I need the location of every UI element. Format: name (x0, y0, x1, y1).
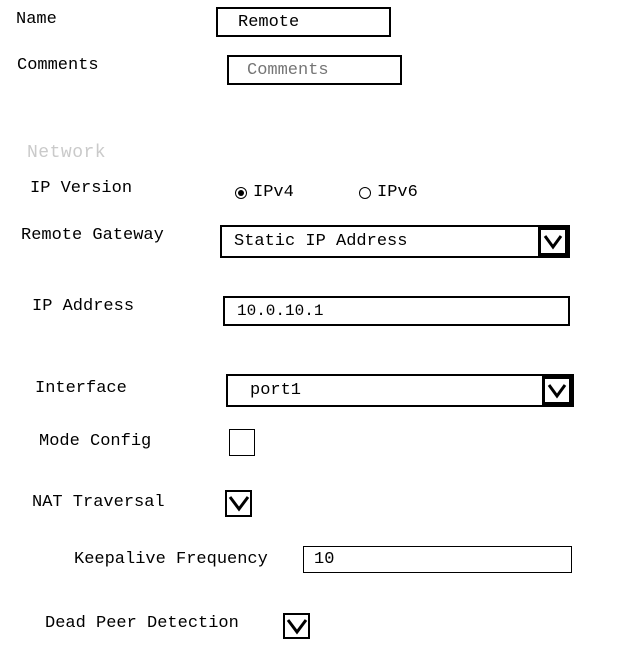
comments-label: Comments (17, 56, 99, 75)
remote-gateway-label: Remote Gateway (21, 226, 164, 245)
ip-version-label: IP Version (30, 179, 132, 198)
ipv4-radio[interactable]: IPv4 (235, 183, 294, 202)
dpd-checkbox[interactable] (283, 613, 310, 639)
chevron-down-icon (542, 376, 572, 405)
mode-config-checkbox[interactable] (229, 429, 255, 456)
comments-input[interactable] (227, 55, 402, 85)
keepalive-label: Keepalive Frequency (74, 550, 268, 569)
ip-address-label: IP Address (32, 297, 134, 316)
remote-gateway-value: Static IP Address (222, 232, 538, 251)
nat-traversal-label: NAT Traversal (32, 493, 165, 512)
ipv6-radio-label: IPv6 (377, 183, 418, 202)
keepalive-input[interactable] (303, 546, 572, 573)
ip-address-input[interactable] (223, 296, 570, 326)
chevron-down-icon (538, 227, 568, 256)
remote-gateway-select[interactable]: Static IP Address (220, 225, 570, 258)
nat-traversal-checkbox[interactable] (225, 490, 252, 517)
network-heading: Network (27, 143, 106, 163)
ipv6-radio[interactable]: IPv6 (359, 183, 418, 202)
name-input[interactable] (216, 7, 391, 37)
radio-icon (359, 187, 371, 199)
interface-label: Interface (35, 379, 127, 398)
ipv4-radio-label: IPv4 (253, 183, 294, 202)
interface-select[interactable]: port1 (226, 374, 574, 407)
name-label: Name (16, 10, 57, 29)
interface-value: port1 (228, 381, 542, 400)
radio-selected-icon (235, 187, 247, 199)
checkmark-icon (228, 492, 250, 514)
checkmark-icon (286, 615, 308, 637)
dpd-label: Dead Peer Detection (45, 614, 239, 633)
mode-config-label: Mode Config (39, 432, 151, 451)
